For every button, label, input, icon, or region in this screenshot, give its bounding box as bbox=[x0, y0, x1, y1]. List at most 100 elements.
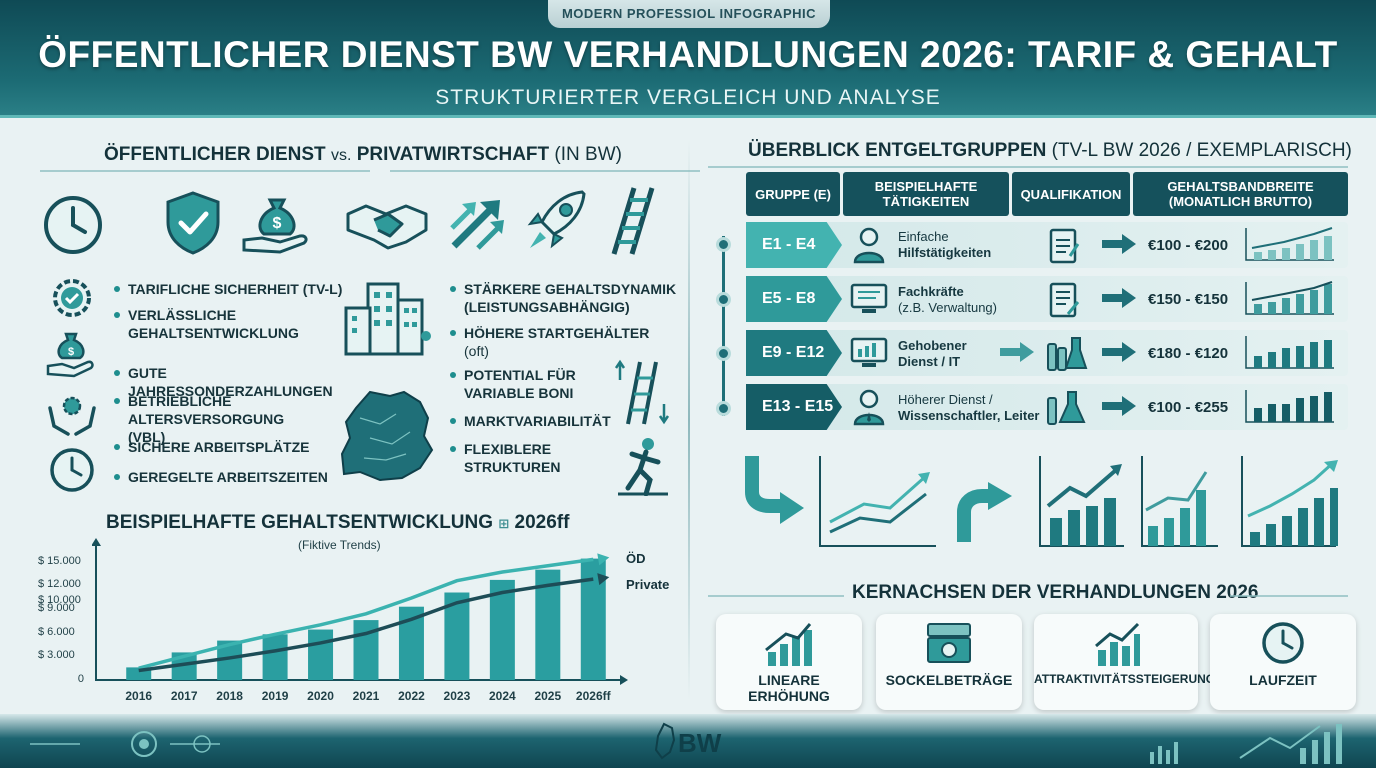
clipboard-icon bbox=[1049, 228, 1080, 264]
ladder-arrows-icon bbox=[614, 359, 670, 425]
mini-growth-chart bbox=[1245, 281, 1334, 315]
y-tick-label: $ 6.000 bbox=[38, 625, 75, 638]
legend-od: ÖD bbox=[626, 551, 646, 566]
footer-logo-text: BW bbox=[678, 728, 722, 758]
negotiation-card-attractiveness: ATTRAKTIVITÄTSSTEIGERUNG bbox=[1034, 614, 1215, 710]
arrow-right-icon bbox=[1102, 396, 1136, 416]
page-title: ÖFFENTLICHER DIENST BW VERHANDLUNGEN 202… bbox=[38, 34, 1338, 75]
timeline-dot bbox=[716, 401, 731, 416]
negotiation-card-linear: LINEARE ERHÖHUNG bbox=[716, 614, 862, 710]
arrow-right-icon bbox=[1102, 342, 1136, 362]
activity-text: Gehobener Dienst / IT bbox=[898, 338, 967, 369]
chart-bar bbox=[308, 629, 334, 680]
x-tick-label: 2019 bbox=[261, 689, 289, 703]
salary-range: €180 - €120 bbox=[1148, 345, 1229, 362]
footer-decoration-right bbox=[1150, 724, 1342, 764]
bw-outline-icon bbox=[654, 722, 676, 760]
manager-icon bbox=[853, 389, 885, 426]
heading-vs: vs. bbox=[330, 147, 352, 164]
activity-text: Einfache Hilfstätigkeiten bbox=[898, 229, 992, 260]
svg-text:$: $ bbox=[273, 215, 282, 232]
arrow-right-icon bbox=[1102, 234, 1136, 254]
mini-bar-chart bbox=[1245, 336, 1334, 369]
ladder-icon bbox=[611, 187, 655, 255]
banknote-icon bbox=[927, 623, 971, 663]
timeline-dot bbox=[716, 346, 731, 361]
x-tick-label: 2025 bbox=[534, 689, 562, 703]
x-tick-label: 2018 bbox=[216, 689, 243, 703]
negotiation-heading: KERNACHSEN DER VERHANDLUNGEN 2026 bbox=[852, 582, 1259, 603]
mini-bar-chart bbox=[1245, 390, 1334, 423]
clock-icon bbox=[44, 196, 102, 254]
y-tick-label: $ 12.000 bbox=[38, 578, 81, 591]
x-axis-arrow bbox=[620, 675, 628, 685]
x-tick-label: 2022 bbox=[398, 689, 425, 703]
heading-suffix: (IN BW) bbox=[554, 144, 622, 165]
salary-range: €100 - €255 bbox=[1148, 399, 1229, 416]
activity-text: Höherer Dienst / Wissenschaftler, Leiter bbox=[898, 392, 1040, 423]
y-tick-label: $ 3.000 bbox=[38, 649, 75, 662]
svg-text:$: $ bbox=[68, 346, 74, 358]
timeline-dot bbox=[716, 237, 731, 252]
group-badge: E1 - E4 bbox=[746, 222, 842, 268]
arrow-right-icon bbox=[1102, 288, 1136, 308]
col-header-qualification: QUALIFIKATION bbox=[1012, 172, 1130, 216]
table-underline bbox=[708, 166, 1348, 168]
y-axis-arrow bbox=[92, 538, 101, 546]
x-tick-label: 2024 bbox=[489, 689, 516, 703]
series-line-private bbox=[138, 577, 594, 673]
negotiation-rules bbox=[708, 595, 1348, 597]
x-tick-label: 2020 bbox=[307, 689, 334, 703]
shield-check-icon bbox=[166, 191, 220, 255]
bw-map-icon bbox=[340, 390, 434, 482]
x-tick-label: 2016 bbox=[125, 689, 153, 703]
lab-flask-icon bbox=[1047, 337, 1088, 371]
x-tick-label: 2023 bbox=[443, 689, 471, 703]
document-icon bbox=[1049, 282, 1080, 318]
money-bag-hand-icon: $ bbox=[242, 198, 308, 254]
series-arrowhead bbox=[597, 553, 610, 566]
decorative-growth-charts bbox=[745, 456, 1338, 547]
section-divider bbox=[688, 140, 690, 700]
arrow-right-icon bbox=[1000, 342, 1034, 362]
hands-gear-icon bbox=[48, 396, 96, 436]
x-tick-label: 2017 bbox=[170, 689, 198, 703]
col-header-salary-range: GEHALTSBANDBREITE (MONATLICH BRUTTO) bbox=[1133, 172, 1348, 216]
lab-flask-icon bbox=[1047, 391, 1086, 425]
legend-private: Private bbox=[626, 577, 670, 592]
negotiation-card-term: LAUFZEIT bbox=[1210, 614, 1356, 710]
chart-title: BEISPIELHAFTE GEHALTSENTWICKLUNG ⊞ 2026f… bbox=[106, 512, 570, 533]
bar-chart-up-icon bbox=[765, 623, 812, 666]
person-climbing-icon bbox=[618, 438, 668, 496]
y-tick-label: $ 15.000 bbox=[38, 554, 81, 567]
comparison-heading: ÖFFENTLICHER DIENST vs. PRIVATWIRTSCHAFT… bbox=[104, 144, 622, 166]
group-badge: E9 - E12 bbox=[746, 330, 842, 376]
table-heading: ÜBERBLICK ENTGELTGRUPPEN (TV-L BW 2026 /… bbox=[748, 140, 1352, 161]
group-badge: E5 - E8 bbox=[746, 276, 842, 322]
clock-icon bbox=[1262, 622, 1304, 664]
timeline-line bbox=[722, 236, 725, 416]
handshake-icon bbox=[346, 204, 428, 250]
heading-private: PRIVATWIRTSCHAFT bbox=[356, 144, 550, 165]
footer-bar bbox=[0, 714, 1376, 768]
mini-growth-chart bbox=[1245, 227, 1334, 261]
series-arrowhead bbox=[597, 573, 610, 586]
page-subtitle: STRUKTURIERTER VERGLEICH UND ANALYSE bbox=[435, 86, 941, 109]
growth-chart-icon bbox=[1095, 622, 1140, 666]
worker-icon bbox=[853, 227, 885, 264]
gear-check-icon bbox=[53, 279, 91, 317]
salary-trend-chart bbox=[92, 538, 628, 685]
monitor-chart-icon bbox=[850, 337, 888, 367]
chart-bar bbox=[489, 579, 515, 680]
footer-decoration-left bbox=[30, 731, 220, 757]
x-tick-label: 2026ff bbox=[575, 689, 611, 703]
salary-range: €150 - €150 bbox=[1148, 291, 1229, 308]
comparison-underline bbox=[40, 170, 700, 172]
y-tick-label: 0 bbox=[77, 673, 84, 685]
col-header-group: GRUPPE (E) bbox=[746, 172, 840, 216]
series-line-od bbox=[138, 557, 594, 670]
group-badge: E13 - E15 bbox=[746, 384, 842, 430]
computer-icon bbox=[850, 283, 888, 313]
office-buildings-icon bbox=[344, 282, 431, 356]
growth-arrows-icon bbox=[450, 200, 504, 250]
